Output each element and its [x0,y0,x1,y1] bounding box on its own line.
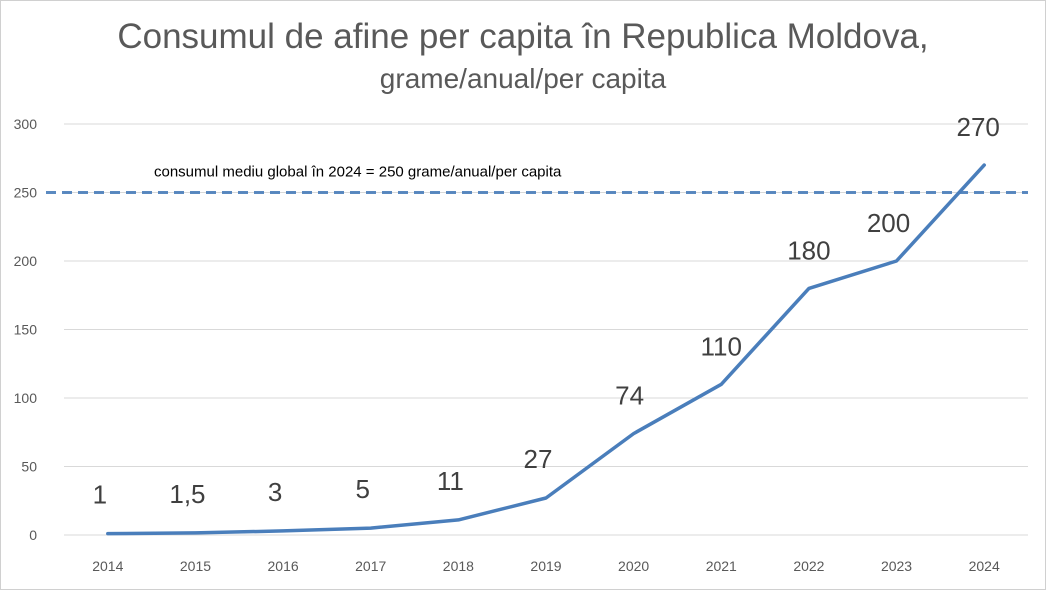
y-tick-label-250: 250 [14,185,38,201]
data-label-2022: 180 [787,235,830,265]
x-tick-label-2015: 2015 [180,558,211,574]
data-label-2017: 5 [355,474,369,504]
x-tick-label-2024: 2024 [969,558,1000,574]
x-tick-label-2023: 2023 [881,558,912,574]
data-label-2024: 270 [956,112,999,142]
x-tick-label-2018: 2018 [443,558,474,574]
chart-subtitle: grame/anual/per capita [379,63,667,94]
x-tick-label-2020: 2020 [618,558,649,574]
data-label-2019: 27 [524,444,553,474]
y-tick-label-100: 100 [14,390,38,406]
y-tick-label-0: 0 [29,527,37,543]
y-tick-label-300: 300 [14,116,38,132]
data-label-2020: 74 [615,381,644,411]
data-label-2016: 3 [268,477,282,507]
y-tick-label-150: 150 [14,322,38,338]
x-tick-label-2019: 2019 [530,558,561,574]
x-tick-label-2021: 2021 [706,558,737,574]
data-label-2023: 200 [867,208,910,238]
y-tick-label-50: 50 [21,459,37,475]
x-tick-label-2014: 2014 [92,558,123,574]
data-label-2014: 1 [93,480,107,510]
data-label-2021: 110 [701,331,742,361]
reference-line-label: consumul mediu global în 2024 = 250 gram… [154,164,562,181]
y-tick-label-200: 200 [14,253,38,269]
data-label-2015: 1,5 [169,479,205,509]
data-label-2018: 11 [437,466,464,496]
chart-title: Consumul de afine per capita în Republic… [117,17,929,56]
x-tick-label-2016: 2016 [268,558,299,574]
x-tick-label-2017: 2017 [355,558,386,574]
series-line-consum [106,163,986,536]
x-tick-label-2022: 2022 [793,558,824,574]
